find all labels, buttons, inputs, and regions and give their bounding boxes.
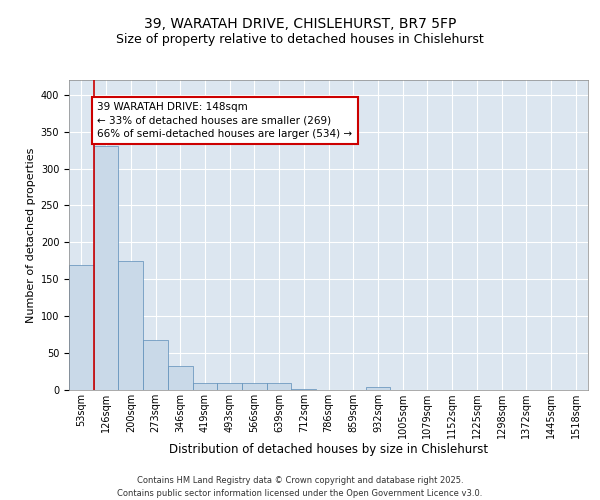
Text: 39, WARATAH DRIVE, CHISLEHURST, BR7 5FP: 39, WARATAH DRIVE, CHISLEHURST, BR7 5FP bbox=[144, 18, 456, 32]
Text: Contains HM Land Registry data © Crown copyright and database right 2025.
Contai: Contains HM Land Registry data © Crown c… bbox=[118, 476, 482, 498]
Bar bbox=[69, 264, 94, 390]
Bar bbox=[193, 382, 217, 390]
Y-axis label: Number of detached properties: Number of detached properties bbox=[26, 148, 37, 322]
X-axis label: Distribution of detached houses by size in Chislehurst: Distribution of detached houses by size … bbox=[169, 442, 488, 456]
Bar bbox=[365, 387, 390, 390]
Bar bbox=[94, 146, 118, 390]
Bar bbox=[118, 261, 143, 390]
Bar bbox=[267, 382, 292, 390]
Bar bbox=[143, 340, 168, 390]
Bar bbox=[242, 384, 267, 390]
Text: 39 WARATAH DRIVE: 148sqm
← 33% of detached houses are smaller (269)
66% of semi-: 39 WARATAH DRIVE: 148sqm ← 33% of detach… bbox=[97, 102, 353, 139]
Bar bbox=[217, 382, 242, 390]
Bar bbox=[168, 366, 193, 390]
Text: Size of property relative to detached houses in Chislehurst: Size of property relative to detached ho… bbox=[116, 32, 484, 46]
